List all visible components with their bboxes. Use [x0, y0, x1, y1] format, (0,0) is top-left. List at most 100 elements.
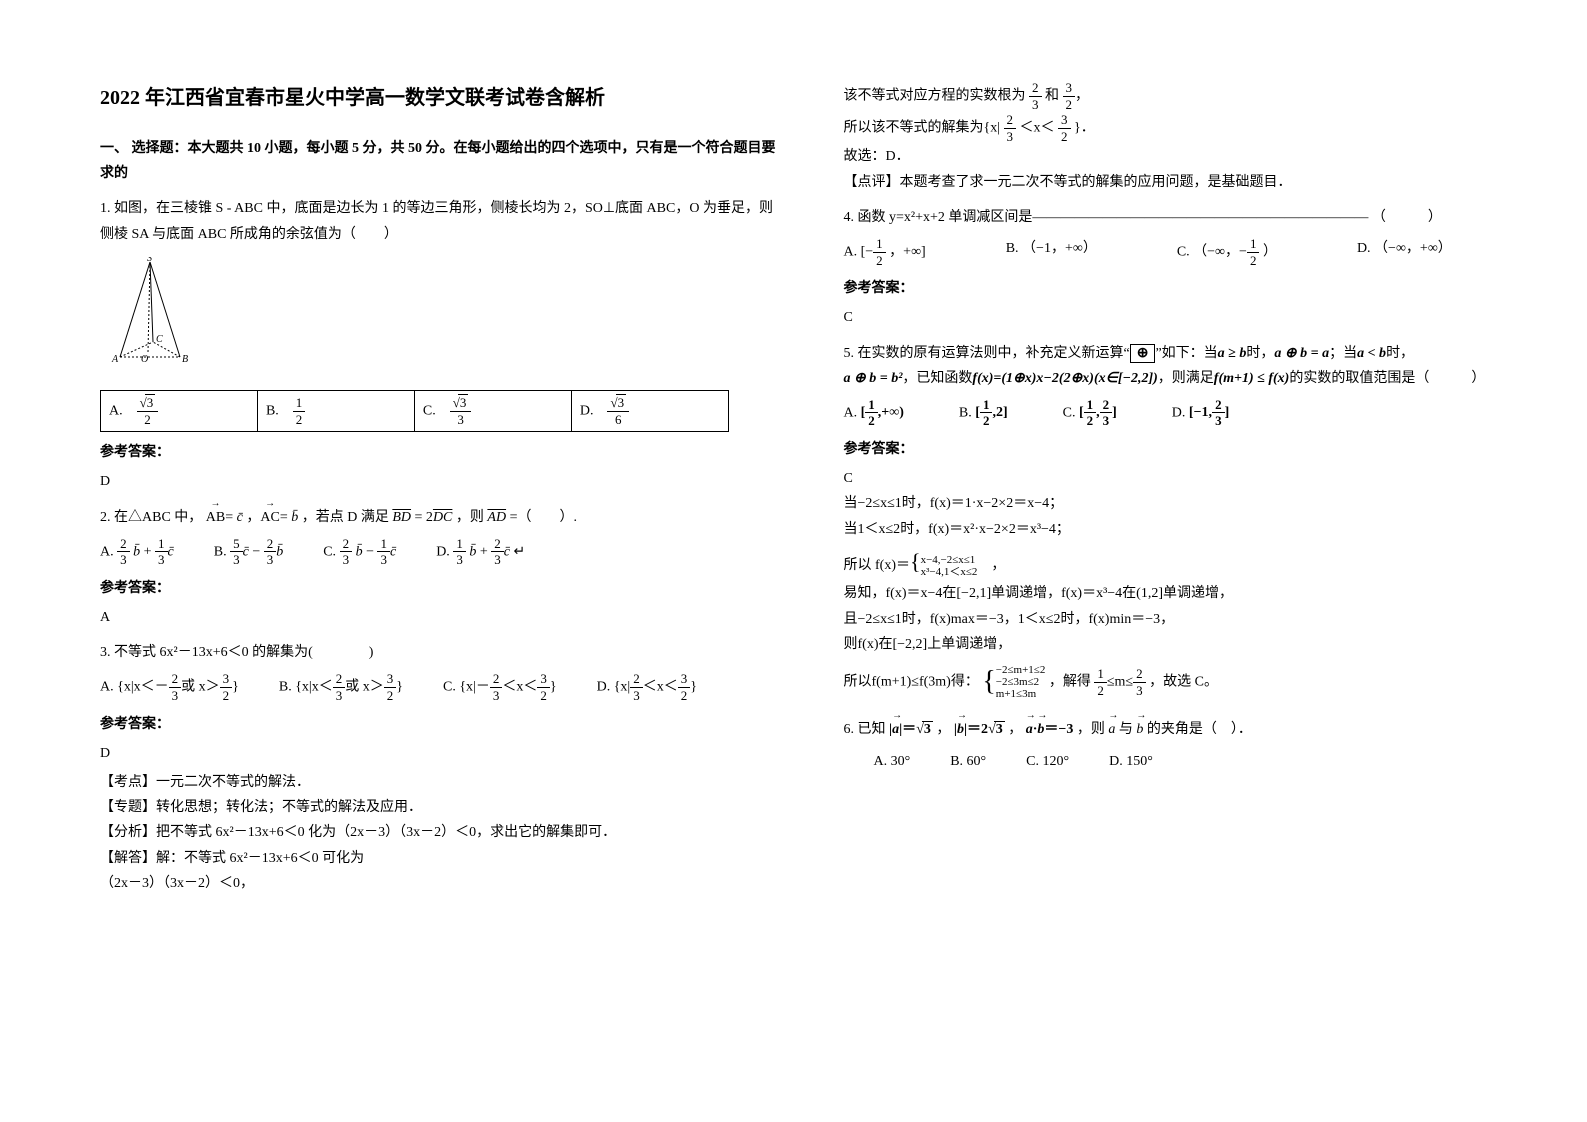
q5-l7c: ，故选 C。	[1149, 674, 1218, 689]
q5-sol-6: 则f(x)在[−2,2]上单调递增，	[844, 632, 1528, 657]
q5-sol-4: 易知，f(x)＝x−4在[−2,1]单调递增，f(x)＝x³−4在(1,2]单调…	[844, 581, 1528, 606]
q6-text: 6. 已知 |a|＝3 ， |b|＝23 ， a·b＝−3 ，则 a 与 b 的…	[844, 717, 1528, 742]
q3-choice-a: A. {x|x＜－23或 x＞32}	[100, 671, 239, 703]
question-6: 6. 已知 |a|＝3 ， |b|＝23 ， a·b＝−3 ，则 a 与 b 的…	[844, 717, 1528, 773]
question-1: 1. 如图，在三棱锥 S - ABC 中，底面是边长为 1 的等边三角形，侧棱长…	[100, 196, 784, 494]
q5-p5: 时，	[1386, 346, 1414, 361]
q3-choice-d: D. {x|23＜x＜32}	[597, 671, 697, 703]
q2-choice-d: D. 13 b̄ + 23c̄ ↵	[436, 536, 525, 568]
q2-choice-b: B. 53c̄ − 23b̄	[214, 536, 283, 568]
q5-p2: ”如下：当	[1155, 346, 1217, 361]
doc-title: 2022 年江西省宜春市星火中学高一数学文联考试卷含解析	[100, 80, 784, 116]
q6-p1: 6. 已知	[844, 722, 886, 737]
q5-l1b: 时，f(x)＝1·x−2×2＝x−4；	[902, 496, 1063, 511]
svg-text:B: B	[182, 354, 188, 365]
q4-dash: ————————————————————————	[1032, 210, 1368, 225]
page: 2022 年江西省宜春市星火中学高一数学文联考试卷含解析 一、 选择题：本大题共…	[0, 0, 1587, 1122]
svg-text:S: S	[147, 257, 152, 264]
q5-l3: 所以	[844, 558, 872, 573]
q6-choice-a: A. 30°	[874, 749, 911, 774]
q6-p6: 的夹角是（ ）．	[1147, 722, 1252, 737]
q5-p4: ；当	[1329, 346, 1357, 361]
q5-p1: 5. 在实数的原有运算法则中，补充定义新运算“	[844, 346, 1130, 361]
q3-choices: A. {x|x＜－23或 x＞32} B. {x|x＜23或 x＞32} C. …	[100, 671, 784, 703]
q1-figure: S A B C O	[110, 257, 210, 367]
q5-choice-b: B. [12,2]	[959, 397, 1008, 429]
q4-text: 4. 函数 y=x²+x+2 单调减区间是———————————————————…	[844, 205, 1528, 230]
q5-l7a: 所以f(m+1)≤f(3m)得：	[844, 674, 979, 689]
q5-l2b: 时，f(x)＝x²·x−2×2＝x³−4；	[900, 522, 1070, 537]
q3-exp5: （2x－3）（3x－2）＜0，	[100, 871, 784, 896]
q3-cont-2: 所以该不等式的解集为{x| 23 ＜x＜ 32 }．	[844, 112, 1528, 144]
q1-choice-d: D. 36	[571, 390, 728, 431]
q5-l5c: 时，f(x)min＝−3，	[1060, 612, 1174, 627]
q5-p7: ，则满足	[1158, 371, 1214, 386]
q3-answer-label: 参考答案：	[100, 712, 784, 737]
q1-answer: D	[100, 469, 784, 494]
left-column: 2022 年江西省宜春市星火中学高一数学文联考试卷含解析 一、 选择题：本大题共…	[100, 80, 814, 1082]
q2-choice-a: A. 23 b̄ + 13c̄	[100, 536, 174, 568]
q3-exp2: 【专题】转化思想；转化法；不等式的解法及应用．	[100, 795, 784, 820]
right-column: 该不等式对应方程的实数根为 23 和 32， 所以该不等式的解集为{x| 23 …	[814, 80, 1528, 1082]
svg-text:A: A	[111, 354, 119, 365]
q4-text-a: 4. 函数 y=x²+x+2 单调减区间是	[844, 210, 1033, 225]
q6-p5: 与	[1119, 722, 1133, 737]
question-2: 2. 在△ABC 中， AB= c̄ ，AC= b̄ ，若点 D 满足 BD =…	[100, 505, 784, 631]
svg-text:C: C	[156, 334, 163, 345]
r-top3: 所以该不等式的解集为{x|	[844, 121, 1001, 136]
q2-mid: ，若点 D 满足	[302, 510, 393, 525]
q5-l2a: 当	[844, 522, 858, 537]
q1-text: 1. 如图，在三棱锥 S - ABC 中，底面是边长为 1 的等边三角形，侧棱长…	[100, 196, 784, 246]
q4-choice-a: A. [−12 ，+∞]	[844, 236, 926, 268]
q5-line1: 5. 在实数的原有运算法则中，补充定义新运算“⊕”如下：当a ≥ b时，a ⊕ …	[844, 341, 1528, 366]
question-4: 4. 函数 y=x²+x+2 单调减区间是———————————————————…	[844, 205, 1528, 331]
q2-choice-c: C. 23 b̄ − 13c̄	[323, 536, 396, 568]
q2-text: 2. 在△ABC 中， AB= c̄ ，AC= b̄ ，若点 D 满足 BD =…	[100, 505, 784, 530]
q5-choices: A. [12,+∞) B. [12,2] C. [12,23] D. [−1,2…	[844, 397, 1528, 429]
section-1-header: 一、 选择题：本大题共 10 小题，每小题 5 分，共 50 分。在每小题给出的…	[100, 136, 784, 186]
q4-choices: A. [−12 ，+∞] B. （−1，+∞） C. （−∞，−12 ） D. …	[844, 236, 1528, 268]
q4-tail: （ ）	[1372, 210, 1442, 225]
r-top1: 该不等式对应方程的实数根为	[844, 88, 1026, 103]
q5-sol-2: 当1＜x≤2时，f(x)＝x²·x−2×2＝x³−4；	[844, 517, 1528, 542]
q5-l5b: 时，f(x)max＝−3，	[902, 612, 1018, 627]
q3-cont-4: 【点评】本题考查了求一元二次不等式的解集的应用问题，是基础题目．	[844, 170, 1528, 195]
q5-choice-c: C. [12,23]	[1063, 397, 1117, 429]
q1-choice-a: A. 32	[101, 390, 258, 431]
q1-choice-table: A. 32 B. 12 C. 33 D. 36	[100, 390, 729, 432]
q4-answer-label: 参考答案：	[844, 276, 1528, 301]
svg-text:O: O	[141, 354, 148, 365]
q2-prefix: 2. 在△ABC 中，	[100, 510, 202, 525]
q5-answer: C	[844, 466, 1528, 491]
q4-answer: C	[844, 305, 1528, 330]
question-3: 3. 不等式 6x²－13x+6＜0 的解集为( ) A. {x|x＜－23或 …	[100, 640, 784, 896]
q3-choice-c: C. {x|－23＜x＜32}	[443, 671, 557, 703]
q3-exp4: 【解答】解：不等式 6x²－13x+6＜0 可化为	[100, 846, 784, 871]
q5-sol-3: 所以 f(x)＝{x−4,−2≤x≤1x³−4,1＜x≤2 ，	[844, 542, 1528, 582]
q5-answer-label: 参考答案：	[844, 437, 1528, 462]
q1-answer-label: 参考答案：	[100, 440, 784, 465]
q5-l1a: 当	[844, 496, 858, 511]
q5-p8: 的实数的取值范围是（ ）	[1289, 371, 1485, 386]
q5-l5a: 且	[844, 612, 858, 627]
q5-choice-d: D. [−1,23]	[1172, 397, 1229, 429]
q5-choice-a: A. [12,+∞)	[844, 397, 904, 429]
q5-p6: ，已知函数	[902, 371, 972, 386]
r-top4: ＜x＜	[1020, 121, 1055, 136]
r-top5: }．	[1074, 121, 1095, 136]
q5-sol-1: 当−2≤x≤1时，f(x)＝1·x−2×2＝x−4；	[844, 491, 1528, 516]
q5-p3: 时，	[1246, 346, 1274, 361]
q6-choice-c: C. 120°	[1026, 749, 1069, 774]
q3-choice-b: B. {x|x＜23或 x＞32}	[279, 671, 403, 703]
q5-line2: a ⊕ b = b²，已知函数f(x)=(1⊕x)x−2(2⊕x)(x∈[−2,…	[844, 366, 1528, 391]
q2-answer: A	[100, 605, 784, 630]
q6-choice-d: D. 150°	[1109, 749, 1153, 774]
q2-tail2: =（ ）.	[510, 510, 577, 525]
q6-p2: ，	[936, 722, 950, 737]
q1-choice-c: C. 33	[414, 390, 571, 431]
q6-p3: ，	[1008, 722, 1022, 737]
q2-choices: A. 23 b̄ + 13c̄ B. 53c̄ − 23b̄ C. 23 b̄ …	[100, 536, 784, 568]
q3-answer: D	[100, 741, 784, 766]
q5-l7b: ，解得	[1049, 674, 1091, 689]
question-5: 5. 在实数的原有运算法则中，补充定义新运算“⊕”如下：当a ≥ b时，a ⊕ …	[844, 341, 1528, 708]
